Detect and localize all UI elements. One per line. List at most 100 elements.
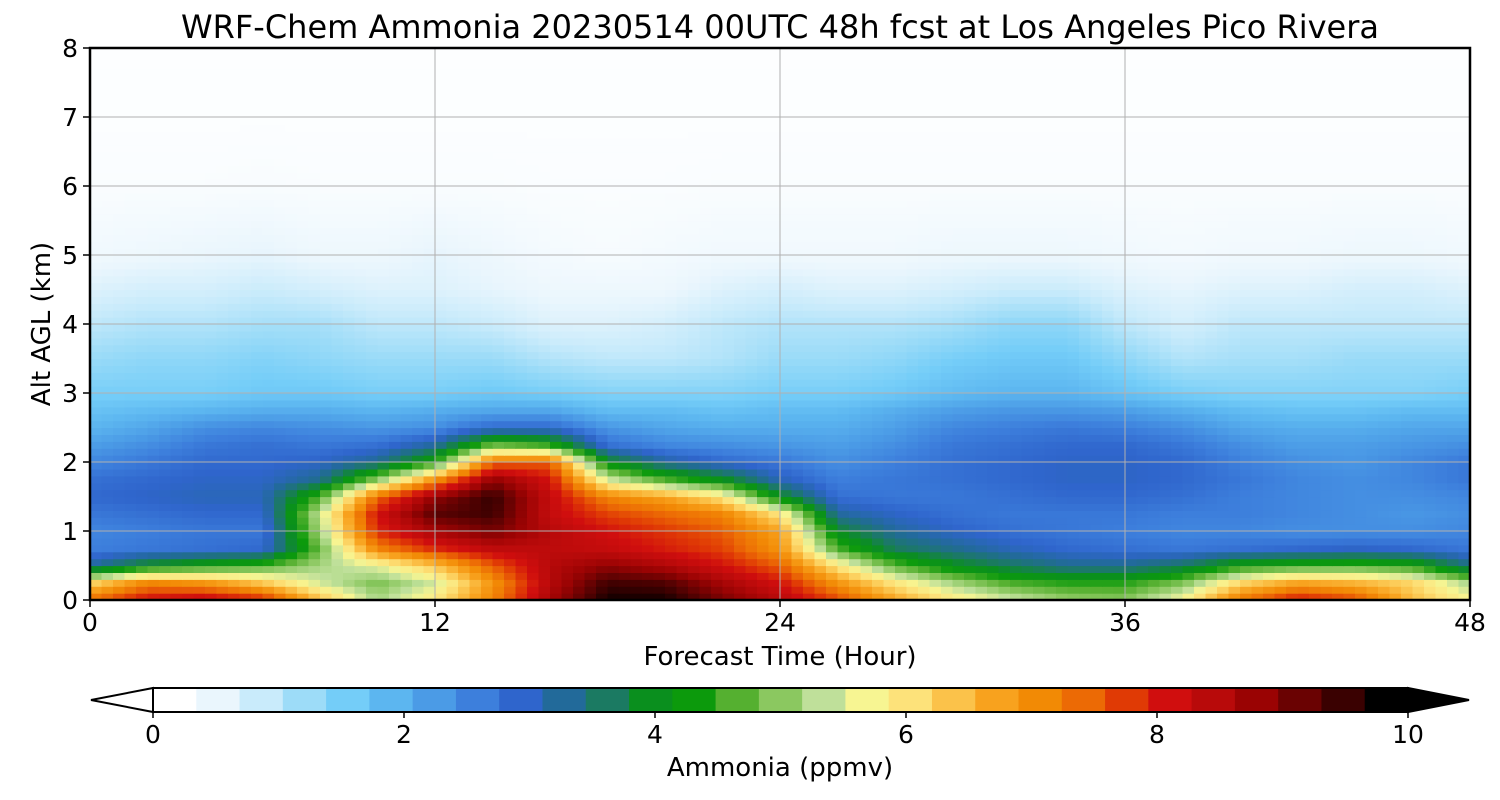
heatmap-cell [527,330,540,339]
heatmap-cell [780,475,793,484]
heatmap-cell [159,489,172,498]
heatmap-cell [1159,572,1172,580]
heatmap-cell [1366,586,1379,594]
heatmap-cell [906,441,919,449]
heatmap-cell [573,558,586,567]
heatmap-cell [987,531,1000,539]
heatmap-cell [193,579,206,587]
heatmap-cell [389,565,402,573]
heatmap-cell [343,441,356,449]
heatmap-cell [607,496,620,504]
heatmap-cell [1056,524,1069,532]
heatmap-cell [1159,441,1172,449]
heatmap-cell [285,565,298,573]
heatmap-cell [400,475,413,484]
heatmap-cell [285,337,298,346]
heatmap-cell [1171,524,1184,532]
heatmap-cell [1378,558,1391,567]
heatmap-cell [366,448,379,456]
heatmap-cell [1297,455,1310,463]
heatmap-cell [182,310,195,318]
heatmap-cell [1401,344,1414,353]
heatmap-cell [895,413,908,422]
heatmap-cell [182,455,195,463]
heatmap-cell [584,372,597,380]
heatmap-cell [193,489,206,498]
heatmap-cell [1102,448,1115,456]
heatmap-cell [630,455,643,463]
heatmap-cell [228,427,241,435]
heatmap-cell [1217,455,1230,463]
heatmap-cell [1447,330,1460,339]
heatmap-cell [377,475,390,484]
heatmap-cell [1033,586,1046,594]
heatmap-cell [607,379,620,387]
heatmap-cell [1044,434,1057,442]
heatmap-cell [1148,524,1161,532]
heatmap-cell [239,386,252,394]
heatmap-cell [550,586,563,594]
heatmap-cell [1458,462,1471,470]
heatmap-cell [412,344,425,353]
heatmap-cell [285,324,298,332]
heatmap-cell [607,579,620,587]
heatmap-cell [1447,558,1460,567]
heatmap-cell [1343,551,1356,560]
heatmap-cell [872,441,885,449]
heatmap-cell [1458,379,1471,387]
heatmap-cell [228,489,241,498]
heatmap-cell [1033,462,1046,470]
heatmap-cell [1412,448,1425,456]
heatmap-cell [872,330,885,339]
heatmap-cell [791,496,804,504]
heatmap-cell [998,531,1011,539]
heatmap-cell [906,455,919,463]
heatmap-cell [941,524,954,532]
heatmap-cell [1113,544,1126,553]
heatmap-cell [147,586,160,594]
heatmap-cell [987,330,1000,339]
heatmap-cell [849,330,862,339]
heatmap-cell [1343,317,1356,325]
heatmap-cell [147,572,160,580]
heatmap-cell [239,475,252,484]
heatmap-cell [435,462,448,470]
heatmap-cell [1113,420,1126,429]
heatmap-cell [1182,406,1195,415]
heatmap-cell [1355,517,1368,525]
heatmap-cell [400,358,413,366]
heatmap-cell [1286,358,1299,366]
heatmap-cell [1343,503,1356,511]
heatmap-cell [757,379,770,387]
heatmap-cell [1136,393,1149,401]
heatmap-cell [1355,365,1368,373]
heatmap-cell [1182,593,1195,601]
heatmap-cell [1228,468,1241,477]
heatmap-cell [826,324,839,332]
heatmap-cell [1401,441,1414,449]
heatmap-cell [377,344,390,353]
heatmap-cell [860,427,873,435]
heatmap-cell [1159,503,1172,511]
heatmap-cell [1010,593,1023,601]
heatmap-cell [469,531,482,539]
heatmap-cell [768,551,781,560]
heatmap-cell [251,524,264,532]
heatmap-cell [1067,399,1080,408]
heatmap-cell [757,572,770,580]
heatmap-cell [584,344,597,353]
heatmap-cell [1044,337,1057,346]
heatmap-cell [308,593,321,601]
heatmap-cell [124,344,137,353]
heatmap-cell [1182,344,1195,353]
heatmap-cell [1205,330,1218,339]
heatmap-cell [274,593,287,601]
heatmap-cell [538,393,551,401]
heatmap-cell [527,558,540,567]
heatmap-cell [1343,351,1356,360]
heatmap-cell [642,579,655,587]
heatmap-cell [124,517,137,525]
heatmap-cell [1447,565,1460,573]
heatmap-cell [573,489,586,498]
heatmap-cell [837,558,850,567]
